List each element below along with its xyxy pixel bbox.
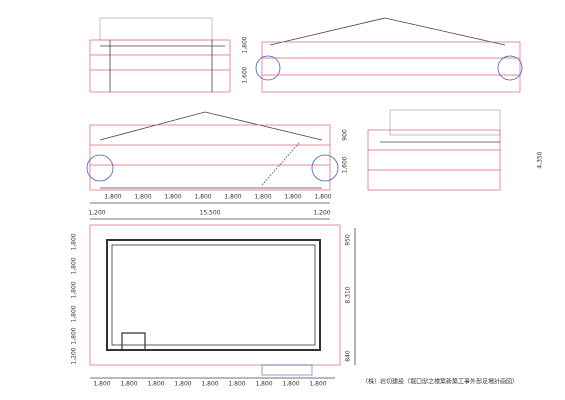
plan-dimension: 1,800 bbox=[309, 381, 326, 388]
plan-dimension: 950 bbox=[345, 234, 352, 246]
plan-dimension: 1,800 bbox=[71, 327, 78, 344]
span-label: 1,800 bbox=[284, 194, 301, 201]
span-label: 1,800 bbox=[164, 194, 181, 201]
span-label: 1,200 bbox=[88, 210, 105, 217]
elevation-small bbox=[367, 109, 501, 191]
elevation-side bbox=[86, 111, 339, 191]
plan-dimension: 1,800 bbox=[201, 381, 218, 388]
span-label: 1,800 bbox=[254, 194, 271, 201]
plan-dimension: 1,800 bbox=[71, 281, 78, 298]
span-label: 1,800 bbox=[224, 194, 241, 201]
span-label: 1,800 bbox=[134, 194, 151, 201]
plan-dimension: 1,200 bbox=[71, 347, 78, 364]
height-label: 1,800 bbox=[242, 36, 249, 53]
plan bbox=[89, 224, 356, 379]
span-label: 15,500 bbox=[200, 210, 221, 217]
span-label: 1,800 bbox=[104, 194, 121, 201]
height-label: 900 bbox=[342, 129, 349, 141]
plan-dimension: 1,800 bbox=[71, 257, 78, 274]
span-label: 1,800 bbox=[194, 194, 211, 201]
plan-dimension: 1,800 bbox=[120, 381, 137, 388]
plan-dimension: 1,800 bbox=[228, 381, 245, 388]
caption: （株）岩切建設（堀口邸之様築新築工事外部足場計画図） bbox=[362, 378, 518, 386]
plan-dimension: 8,310 bbox=[345, 286, 352, 303]
plan-dimension: 1,800 bbox=[71, 305, 78, 322]
span-label: 1,800 bbox=[314, 194, 331, 201]
plan-dimension: 840 bbox=[345, 350, 352, 362]
plan-dimension: 1,800 bbox=[255, 381, 272, 388]
height-label: 1,600 bbox=[242, 66, 249, 83]
height-label: 1,600 bbox=[342, 156, 349, 173]
elevation-front bbox=[89, 17, 231, 93]
plan-dimension: 1,800 bbox=[93, 381, 110, 388]
plan-dimension: 1,800 bbox=[71, 233, 78, 250]
elevation-side-top bbox=[255, 17, 523, 93]
span-label: 1,200 bbox=[313, 210, 330, 217]
height-label: 4,350 bbox=[537, 151, 544, 168]
plan-dimension: 1,800 bbox=[147, 381, 164, 388]
plan-dimension: 1,800 bbox=[174, 381, 191, 388]
plan-dimension: 1,800 bbox=[282, 381, 299, 388]
